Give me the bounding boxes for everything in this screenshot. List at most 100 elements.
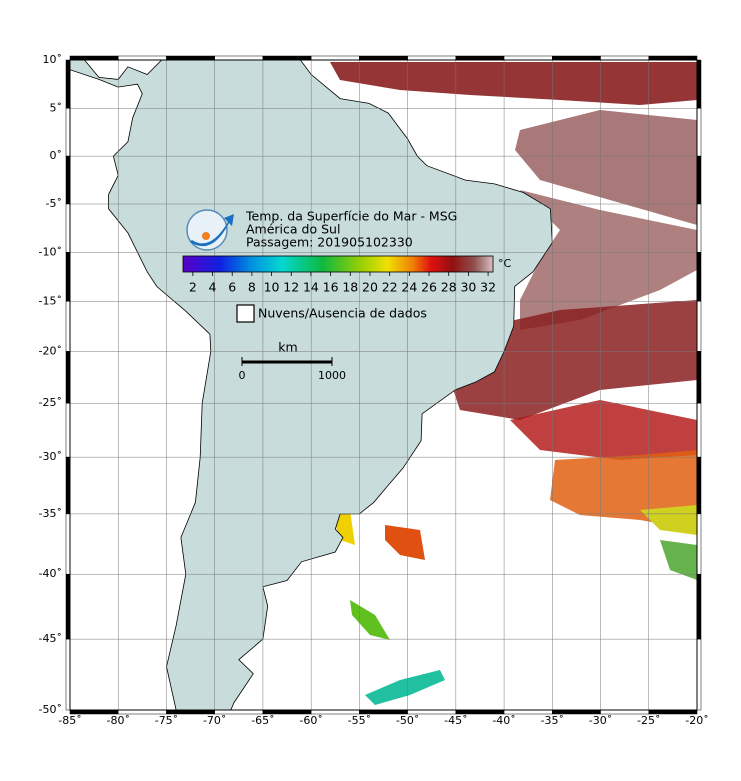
sst-patch <box>385 525 425 560</box>
x-tick-label: -70˚ <box>203 714 226 727</box>
scale-label: 1000 <box>318 369 346 382</box>
border-segment <box>552 55 601 61</box>
border-segment <box>65 252 71 302</box>
x-tick-label: -60˚ <box>299 714 322 727</box>
border-segment <box>455 55 505 61</box>
y-tick-label: 5˚ <box>50 101 63 114</box>
border-segment <box>166 55 215 61</box>
border-segment <box>359 55 408 61</box>
colorbar-unit: °C <box>498 257 512 270</box>
border-segment <box>65 301 71 352</box>
y-tick-label: -50˚ <box>39 703 62 716</box>
y-tick-label: -10˚ <box>39 245 62 258</box>
x-tick-label: -80˚ <box>106 714 129 727</box>
border-segment <box>503 55 553 61</box>
colorbar-tick-label: 30 <box>460 280 476 295</box>
region: América do Sul <box>246 222 340 237</box>
border-segment <box>696 638 702 711</box>
x-tick-label: -65˚ <box>251 714 274 727</box>
logo-dot <box>202 232 210 240</box>
border-segment <box>696 155 702 205</box>
border-segment <box>69 55 119 61</box>
colorbar-tick-label: 14 <box>303 280 319 295</box>
x-tick-label: -50˚ <box>396 714 419 727</box>
logo <box>186 209 234 251</box>
colorbar-tick-label: 28 <box>441 280 457 295</box>
border-segment <box>696 203 702 253</box>
y-tick-label: 10˚ <box>43 53 63 66</box>
border-segment <box>65 513 71 575</box>
x-tick-label: -85˚ <box>58 714 81 727</box>
border-segment <box>696 108 702 157</box>
x-tick-label: -30˚ <box>589 714 612 727</box>
scale-label: 0 <box>239 369 246 382</box>
border-segment <box>696 252 702 302</box>
colorbar-tick-label: 12 <box>283 280 299 295</box>
sst-patches <box>330 62 697 705</box>
title: Temp. da Superfície do Mar - MSG <box>245 209 457 224</box>
axes: -85˚ -80˚ -75˚ -70˚ -65˚ -60˚ -55˚ -50˚ -45˚ -40˚… <box>39 53 709 727</box>
sst-patch <box>350 600 390 640</box>
legend-label: Nuvens/Ausencia de dados <box>258 306 427 321</box>
border-segment <box>65 203 71 253</box>
border-segment <box>696 573 702 640</box>
colorbar-tick-label: 20 <box>362 280 378 295</box>
y-tick-label: -35˚ <box>39 507 62 520</box>
sst-patch <box>510 400 697 460</box>
border-segment <box>648 55 698 61</box>
y-tick-label: -25˚ <box>39 396 62 409</box>
border-segment <box>696 513 702 575</box>
scale-unit: km <box>278 340 297 355</box>
y-tick-label: -5˚ <box>46 197 62 210</box>
border-segment <box>65 638 71 711</box>
colorbar-tick-label: 10 <box>264 280 280 295</box>
border-segment <box>117 55 167 61</box>
colorbar-tick-label: 6 <box>228 280 236 295</box>
x-tick-label: -45˚ <box>444 714 467 727</box>
border-segment <box>696 351 702 404</box>
border-segment <box>65 155 71 205</box>
sst-patch <box>365 670 445 705</box>
colorbar-ticks: 2 4 6 8 10 12 14 16 18 20 22 24 26 28 30 32 <box>189 272 496 295</box>
colorbar-tick-label: 22 <box>382 280 398 295</box>
colorbar-tick-label: 24 <box>401 280 417 295</box>
x-tick-label: -35˚ <box>541 714 564 727</box>
border-segment <box>65 108 71 157</box>
border-segment <box>65 59 71 109</box>
colorbar-tick-label: 32 <box>480 280 496 295</box>
colorbar-tick-label: 4 <box>209 280 217 295</box>
border-segment <box>696 456 702 515</box>
sst-patch <box>640 505 697 535</box>
y-tick-label: -45˚ <box>39 632 62 645</box>
sst-patch <box>330 62 697 105</box>
frame <box>69 59 698 711</box>
border-segment <box>600 55 650 61</box>
sst-patch <box>515 110 697 225</box>
scale-bar: 0 1000 <box>239 357 346 382</box>
border-segment <box>214 55 264 61</box>
x-tick-label: -55˚ <box>348 714 371 727</box>
logo-arrow <box>190 214 234 247</box>
x-tick-label: -40˚ <box>492 714 515 727</box>
border-segment <box>696 301 702 352</box>
y-tick-label: -40˚ <box>39 567 62 580</box>
colorbar-tick-label: 16 <box>323 280 339 295</box>
colorbar-tick-label: 2 <box>189 280 197 295</box>
border-segment <box>696 402 702 458</box>
y-tick-label: -20˚ <box>39 344 62 357</box>
sst-patch <box>520 190 697 330</box>
border-segment <box>310 55 360 61</box>
x-tick-label: -20˚ <box>685 714 708 727</box>
sst-patch <box>660 540 697 580</box>
border-segment <box>65 402 71 458</box>
border-segment <box>65 573 71 640</box>
y-tick-label: 0˚ <box>50 149 63 162</box>
border-segment <box>262 55 312 61</box>
colorbar-tick-label: 26 <box>421 280 437 295</box>
legend-swatch <box>236 304 255 323</box>
border-segment <box>65 351 71 404</box>
colorbar-tick-label: 8 <box>248 280 256 295</box>
border-segment <box>407 55 457 61</box>
y-tick-label: -30˚ <box>39 450 62 463</box>
